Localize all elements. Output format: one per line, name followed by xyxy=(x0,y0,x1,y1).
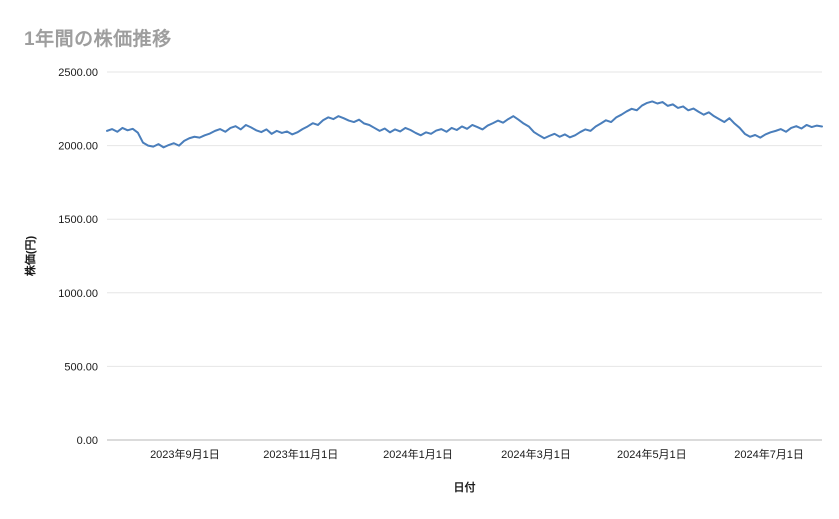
y-tick-label: 1000.00 xyxy=(58,288,98,300)
price-line-series xyxy=(106,100,823,149)
y-axis-title: 株価(円) xyxy=(25,235,37,277)
x-tick-label: 2024年5月1日 xyxy=(617,447,687,461)
x-axis-tick-labels: 2023年9月1日 2023年11月1日 2024年1月1日 2024年3月1日 202… xyxy=(150,447,804,461)
gridlines xyxy=(107,71,822,441)
x-tick-label: 2023年11月1日 xyxy=(263,447,338,461)
x-tick-label: 2024年7月1日 xyxy=(734,447,804,461)
y-tick-label: 2500.00 xyxy=(58,67,98,79)
x-tick-label: 2023年9月1日 xyxy=(150,447,220,461)
x-tick-label: 2024年3月1日 xyxy=(501,447,571,461)
y-tick-label: 500.00 xyxy=(64,361,98,373)
price-line xyxy=(106,100,823,149)
chart-title: 1年間の株価推移 xyxy=(24,29,172,50)
x-tick-label: 2024年1月1日 xyxy=(383,447,453,461)
y-axis-tick-labels: 0.00 500.00 1000.00 1500.00 2000.00 2500.00 xyxy=(58,67,98,447)
x-axis-title: 日付 xyxy=(453,482,476,494)
y-tick-label: 2000.00 xyxy=(58,141,98,153)
y-tick-label: 1500.00 xyxy=(58,214,98,226)
y-tick-label: 0.00 xyxy=(77,435,98,447)
